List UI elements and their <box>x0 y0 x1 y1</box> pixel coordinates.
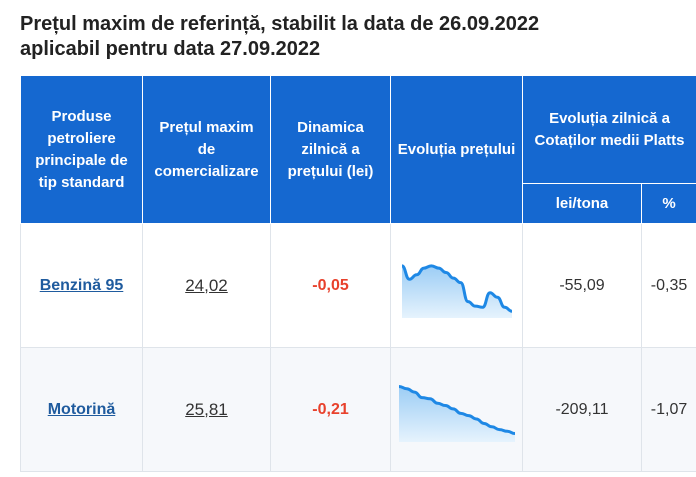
platts-lei-value: -209,11 <box>555 400 609 418</box>
header-platts: Evoluția zilnică a Cotaților medii Platt… <box>522 75 696 184</box>
dynamics-value: -0,05 <box>312 276 349 294</box>
dynamics-cell: -0,21 <box>270 347 391 472</box>
platts-pct-value: -0,35 <box>650 276 688 294</box>
dynamics-value: -0,21 <box>312 400 349 418</box>
platts-lei-value: -55,09 <box>559 276 605 294</box>
price-link-motorina[interactable]: 25,81 <box>185 399 228 419</box>
header-lei-tona: lei/tona <box>522 183 642 224</box>
price-evolution-sparkline <box>401 263 512 318</box>
price-evolution-sparkline <box>398 384 515 442</box>
platts-pct-cell: -1,07 <box>641 347 696 472</box>
header-evolution: Evoluția prețului <box>390 75 523 224</box>
platts-pct-cell: -0,35 <box>641 223 696 348</box>
platts-pct-value: -1,07 <box>650 400 688 418</box>
table-row: Benzină 95 24,02 -0,05 -55,09 -0,35 <box>20 223 696 348</box>
platts-lei-cell: -209,11 <box>522 347 642 472</box>
header-dynamics: Dinamica zilnică a prețului (lei) <box>270 75 391 224</box>
product-link-benzina[interactable]: Benzină 95 <box>39 276 124 294</box>
table-row: Motorină 25,81 -0,21 -209,11 -1,07 <box>20 347 696 472</box>
header-max-price: Prețul maxim de comercializare <box>142 75 271 224</box>
page-title: Prețul maxim de referință, stabilit la d… <box>20 12 680 62</box>
fuel-price-table: Produse petroliere principale de tip sta… <box>20 75 696 472</box>
title-line-2: aplicabil pentru data 27.09.2022 <box>20 38 321 60</box>
header-products: Produse petroliere principale de tip sta… <box>20 75 143 224</box>
sparkline-area <box>401 265 512 318</box>
platts-lei-cell: -55,09 <box>522 223 642 348</box>
product-cell: Benzină 95 <box>20 223 143 348</box>
sparkline-line <box>401 263 512 313</box>
sparkline-area <box>398 385 515 442</box>
dynamics-cell: -0,05 <box>270 223 391 348</box>
title-line-1: Prețul maxim de referință, stabilit la d… <box>20 13 540 35</box>
sparkline-line <box>398 384 515 435</box>
header-percent: % <box>641 183 696 224</box>
product-cell: Motorină <box>20 347 143 472</box>
evolution-cell <box>390 347 523 472</box>
price-cell: 24,02 <box>142 223 271 348</box>
product-link-motorina[interactable]: Motorină <box>47 400 116 418</box>
price-cell: 25,81 <box>142 347 271 472</box>
evolution-cell <box>390 223 523 348</box>
price-link-benzina[interactable]: 24,02 <box>185 275 228 295</box>
